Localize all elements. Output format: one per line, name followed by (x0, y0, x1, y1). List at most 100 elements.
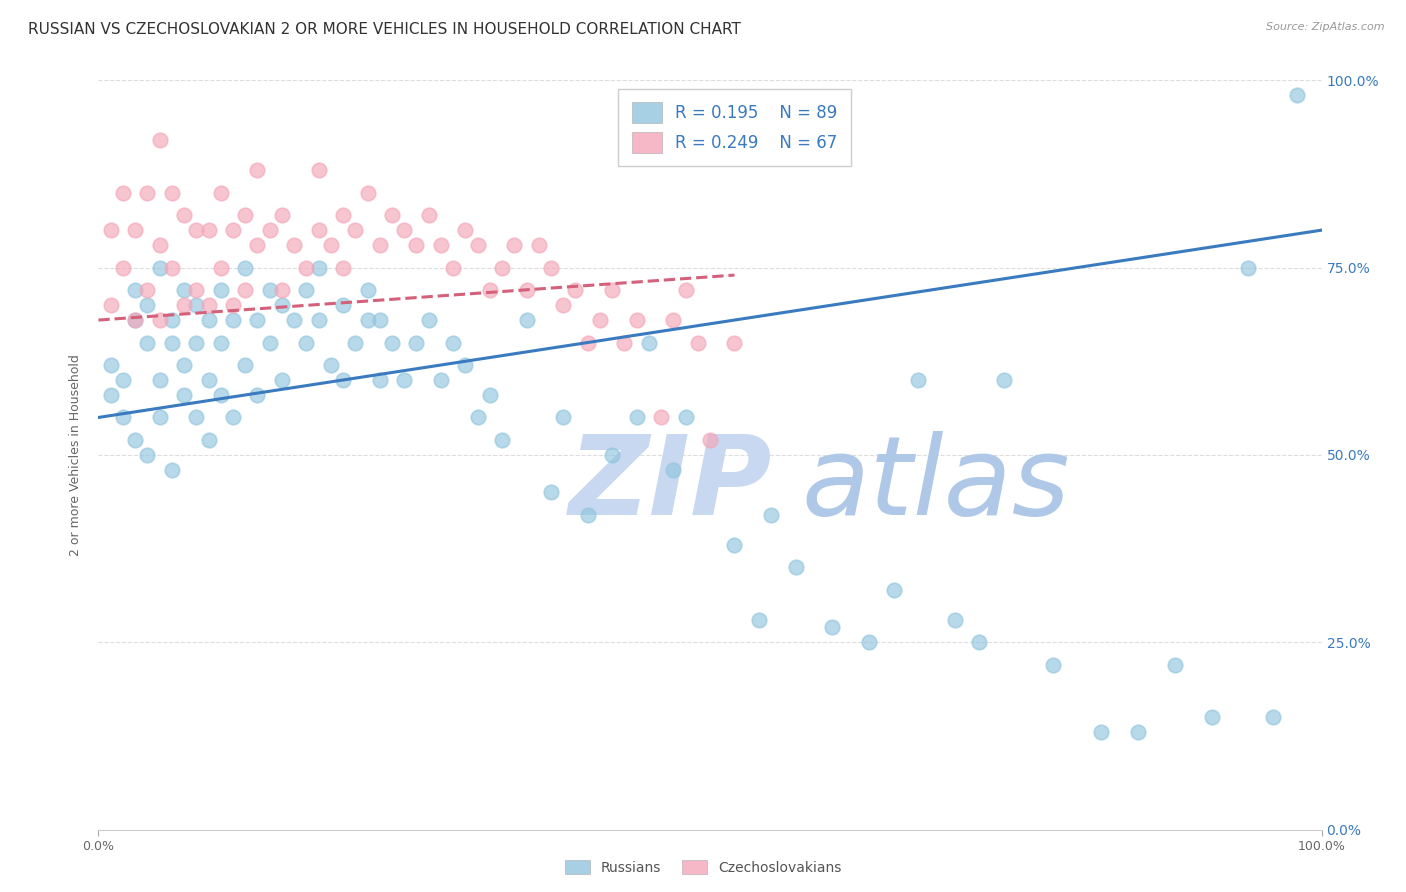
Point (149, 373, 172, 387)
Point (246, 163, 269, 178)
Point (124, 313, 146, 327)
Point (209, 335, 232, 350)
Point (1261, 710, 1284, 724)
Point (222, 298, 245, 312)
Point (149, 260, 172, 275)
Point (259, 283, 281, 297)
Point (246, 388, 269, 402)
Point (160, 260, 183, 275)
Point (637, 335, 661, 350)
Point (332, 208, 354, 222)
Point (173, 358, 195, 372)
Point (368, 373, 391, 387)
Point (907, 373, 929, 387)
Point (516, 283, 538, 297)
Point (332, 373, 354, 387)
Point (100, 223, 122, 237)
Point (173, 388, 195, 402)
Legend: Russians, Czechoslovakians: Russians, Czechoslovakians (560, 855, 846, 880)
Point (662, 463, 685, 477)
Point (246, 238, 269, 252)
Point (209, 283, 232, 297)
Point (553, 298, 575, 312)
Point (222, 410, 245, 425)
Point (270, 298, 294, 312)
Point (600, 283, 623, 297)
Point (478, 388, 501, 402)
Text: Source: ZipAtlas.com: Source: ZipAtlas.com (1267, 22, 1385, 32)
Point (124, 223, 146, 237)
Point (222, 313, 245, 327)
Point (540, 485, 562, 500)
Point (613, 335, 636, 350)
Point (1237, 260, 1260, 275)
Point (332, 298, 354, 312)
Point (270, 208, 294, 222)
Point (186, 223, 208, 237)
Point (1164, 657, 1187, 672)
Point (100, 358, 122, 372)
Point (392, 373, 416, 387)
Point (356, 313, 378, 327)
Point (344, 223, 367, 237)
Point (723, 538, 745, 552)
Point (100, 388, 122, 402)
Point (124, 313, 146, 327)
Point (430, 373, 453, 387)
Point (503, 238, 526, 252)
Y-axis label: 2 or more Vehicles in Household: 2 or more Vehicles in Household (69, 354, 83, 556)
Point (576, 335, 599, 350)
Point (1042, 657, 1064, 672)
Text: RUSSIAN VS CZECHOSLOVAKIAN 2 OR MORE VEHICLES IN HOUSEHOLD CORRELATION CHART: RUSSIAN VS CZECHOSLOVAKIAN 2 OR MORE VEH… (28, 22, 741, 37)
Point (233, 283, 256, 297)
Point (491, 260, 513, 275)
Point (136, 186, 159, 200)
Point (675, 410, 697, 425)
Point (1201, 710, 1223, 724)
Point (368, 313, 391, 327)
Point (626, 410, 648, 425)
Point (418, 208, 440, 222)
Point (723, 335, 745, 350)
Point (173, 283, 195, 297)
Point (967, 635, 990, 649)
Point (283, 313, 305, 327)
Point (222, 223, 245, 237)
Point (516, 313, 538, 327)
Point (111, 186, 134, 200)
Point (173, 298, 195, 312)
Point (233, 358, 256, 372)
Point (883, 582, 905, 597)
Point (943, 613, 966, 627)
Point (197, 313, 219, 327)
Point (993, 373, 1015, 387)
Text: ZIP: ZIP (569, 432, 773, 539)
Point (259, 223, 281, 237)
Point (332, 260, 354, 275)
Point (626, 313, 648, 327)
Point (186, 335, 208, 350)
Point (454, 358, 477, 372)
Legend: R = 0.195    N = 89, R = 0.249    N = 67: R = 0.195 N = 89, R = 0.249 N = 67 (619, 88, 851, 167)
Point (295, 283, 318, 297)
Point (381, 208, 404, 222)
Point (186, 283, 208, 297)
Point (124, 283, 146, 297)
Point (197, 298, 219, 312)
Point (136, 283, 159, 297)
Point (149, 238, 172, 252)
Point (467, 238, 489, 252)
Point (160, 335, 183, 350)
Point (160, 463, 183, 477)
Point (785, 560, 807, 574)
Point (761, 508, 783, 522)
Text: atlas: atlas (801, 432, 1070, 539)
Point (308, 223, 330, 237)
Point (308, 260, 330, 275)
Point (1128, 725, 1150, 739)
Point (233, 208, 256, 222)
Point (356, 186, 378, 200)
Point (149, 313, 172, 327)
Point (295, 335, 318, 350)
Point (467, 410, 489, 425)
